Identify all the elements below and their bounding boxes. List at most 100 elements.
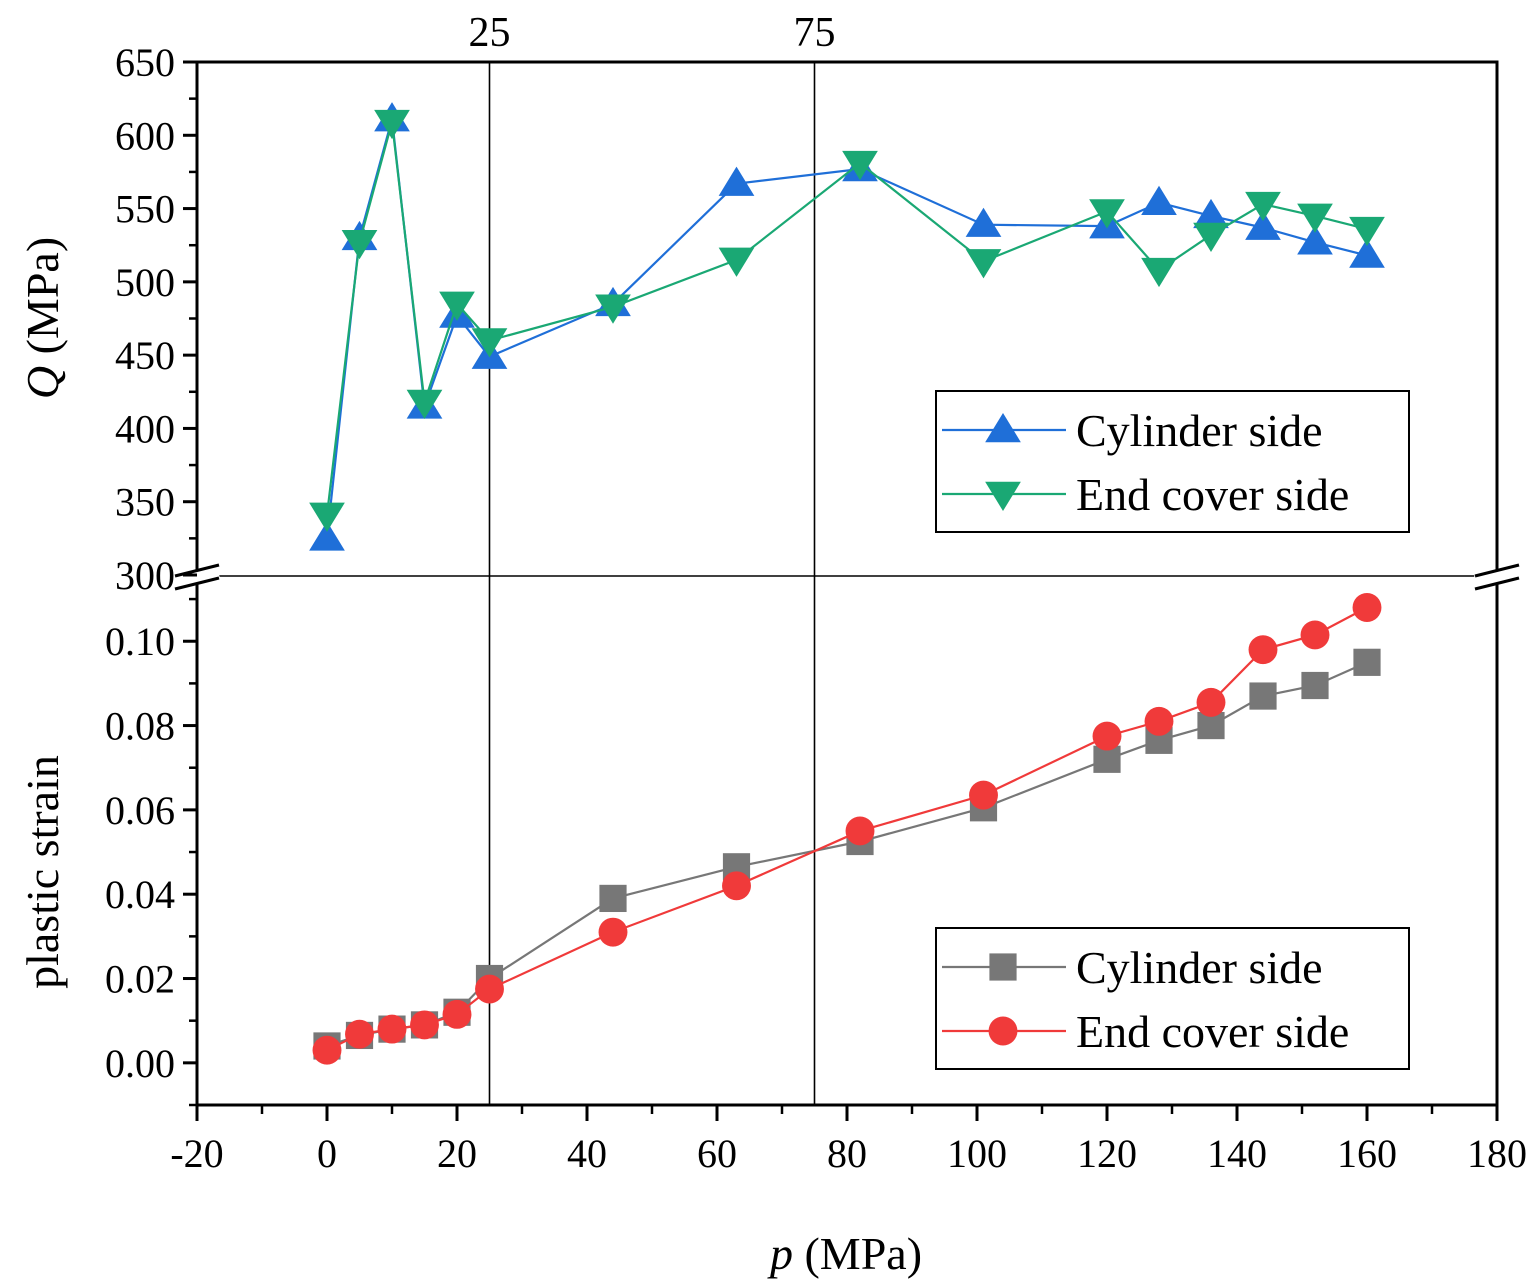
bottom-y-tick-label: 0.10 [105,619,175,664]
reference-label-25: 25 [469,10,511,56]
x-tick-label: 40 [567,1131,607,1176]
top-y-tick-label: 350 [115,480,175,525]
top-legend-marker [985,481,1021,511]
top-y-tick-label: 300 [115,553,175,598]
top-data-point [965,249,1002,279]
top-y-tick-label: 400 [115,406,175,451]
bottom-y-tick-label: 0.06 [105,788,175,833]
bottom-data-point [1249,682,1277,710]
x-tick-label: 60 [697,1131,737,1176]
bottom-data-point [1353,648,1381,676]
top-y-axis-title: Q (MPa) [17,237,68,399]
bottom-data-point [1301,671,1329,700]
top-data-point [471,328,508,358]
axis-titles: p (MPa) Q (MPa) plastic strain [17,237,922,1279]
top-legend-label: End cover side [1076,469,1349,520]
bottom-legend-marker [989,953,1017,981]
axis-break-right-upper [1474,563,1520,578]
top-legend: Cylinder side End cover side [935,390,1410,533]
bottom-data-point [845,816,875,846]
bottom-legend-label: Cylinder side [1076,942,1323,993]
axes: -20 0 20 40 60 80 100 120 140 160 180 300 350 400 450 5… [105,40,1527,1176]
bottom-data-point [1300,620,1330,650]
top-y-tick-label: 600 [115,113,175,158]
bottom-data-point [969,780,998,810]
axis-break-left-upper [174,563,220,578]
top-data-point [406,389,443,420]
bottom-data-point [1196,687,1226,717]
top-y-tick-label: 550 [115,187,175,232]
bottom-data-point [598,917,628,947]
bottom-data-point [377,1014,407,1044]
x-axis-title: p (MPa) [767,1228,922,1279]
x-tick-label: 80 [827,1131,867,1176]
bottom-y-tick-label: 0.04 [105,872,175,917]
bottom-legend-box [935,927,1410,1070]
top-data-point [1193,222,1229,252]
bottom-legend-label: End cover side [1076,1006,1349,1057]
top-y-tick-label: 650 [115,40,175,85]
top-data-point [1349,238,1385,268]
top-data-point [1141,257,1177,288]
bottom-data-point [1144,706,1174,736]
top-data-point [1193,198,1229,229]
top-data-point [1349,216,1385,247]
top-legend-marker [985,413,1021,443]
x-tick-label: -20 [170,1131,223,1176]
reference-lines: 25 75 [469,10,836,1105]
axis-break-right-lower [1474,576,1520,591]
bottom-series-1 [312,593,1382,1065]
bottom-data-point [442,999,472,1029]
bottom-y-tick-label: 0.00 [105,1041,175,1086]
bottom-y-tick-label: 0.02 [105,957,175,1002]
bottom-data-point [475,974,504,1004]
x-tick-label: 0 [317,1131,337,1176]
bottom-y-tick-label: 0.08 [105,704,175,749]
axis-break-left-lower [174,576,220,591]
top-data-point [842,150,878,181]
top-legend-box [935,390,1410,533]
bottom-data-point [410,1010,439,1040]
axis-break-mask-right [1473,564,1521,590]
bottom-y-axis-title: plastic strain [17,755,68,989]
top-data-point [309,521,345,551]
bottom-data-point [1248,635,1278,665]
bottom-legend: Cylinder side End cover side [935,927,1410,1070]
top-series-1 [309,109,1385,532]
top-data-point [718,166,755,196]
top-data-point [1297,225,1333,255]
top-data-point [1089,199,1125,229]
top-data-point [1245,210,1281,240]
bottom-data-point [1092,721,1122,751]
bottom-data-point [345,1019,374,1049]
top-data-point [1141,185,1177,215]
top-data-point [718,247,755,277]
top-y-tick-label: 450 [115,333,175,378]
top-data-point [309,502,345,532]
data-series [309,102,1385,1065]
x-tick-label: 20 [437,1131,477,1176]
top-data-point [1297,203,1333,233]
top-legend-label: Cylinder side [1076,405,1323,456]
bottom-data-point [1352,593,1382,622]
axis-break-mask-left [173,564,221,590]
top-data-point [439,291,475,321]
x-tick-label: 120 [1077,1131,1137,1176]
bottom-legend-marker [988,1016,1018,1046]
top-data-point [965,207,1002,237]
x-tick-label: 140 [1207,1131,1267,1176]
x-tick-label: 160 [1337,1131,1397,1176]
bottom-data-point [722,871,751,901]
top-data-point [341,230,378,260]
x-tick-label: 180 [1467,1131,1527,1176]
bottom-series-line [326,606,1368,1052]
top-series-line [325,121,1368,516]
top-data-point [1245,191,1281,222]
bottom-data-point [312,1035,342,1065]
x-tick-label: 100 [947,1131,1007,1176]
top-data-point [374,109,410,140]
top-data-point [595,294,631,324]
bottom-data-point [599,884,627,913]
